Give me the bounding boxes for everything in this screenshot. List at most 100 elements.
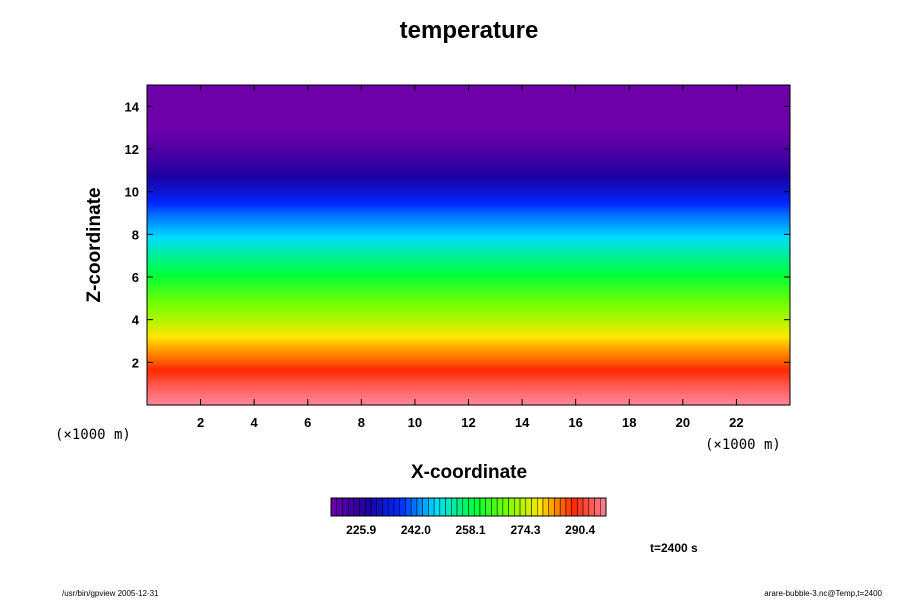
temperature-band xyxy=(147,391,790,394)
colorbar-cell xyxy=(588,497,595,517)
colorbar-cell xyxy=(376,497,383,517)
temperature-band xyxy=(147,301,790,304)
temperature-band xyxy=(147,119,790,122)
temperature-band xyxy=(147,165,790,168)
x-tick-label: 16 xyxy=(568,415,582,430)
temperature-band xyxy=(147,305,790,308)
colorbar-cell xyxy=(479,497,486,517)
temperature-band xyxy=(147,219,790,222)
colorbar-cell xyxy=(491,497,498,517)
temperature-band xyxy=(147,113,790,116)
temperature-band xyxy=(147,385,790,388)
colorbar-cell xyxy=(571,497,578,517)
x-axis-ticks: 2 4 6 8 10 12 14 16 18 20 22 xyxy=(197,85,744,430)
temperature-band xyxy=(147,169,790,172)
colorbar-frame xyxy=(330,497,607,517)
temperature-band xyxy=(147,103,790,106)
temperature-band xyxy=(147,285,790,288)
x-tick-label: 22 xyxy=(729,415,743,430)
temperature-band xyxy=(147,207,790,210)
temperature-band xyxy=(147,223,790,226)
temperature-band xyxy=(147,179,790,182)
temperature-band xyxy=(147,173,790,176)
temperature-band xyxy=(147,235,790,238)
y-tick-label: 8 xyxy=(132,227,139,242)
temperature-band xyxy=(147,163,790,166)
colorbar: 225.9 242.0 258.1 274.3 290.4 xyxy=(330,497,607,537)
temperature-band xyxy=(147,111,790,114)
temperature-band xyxy=(147,257,790,260)
temperature-band xyxy=(147,159,790,162)
temperature-band xyxy=(147,161,790,164)
y-tick-label: 14 xyxy=(125,99,140,114)
temperature-band xyxy=(147,269,790,272)
temperature-band xyxy=(147,211,790,214)
temperature-band xyxy=(147,121,790,124)
colorbar-cell xyxy=(347,497,355,517)
temperature-band xyxy=(147,337,790,340)
colorbar-cell xyxy=(422,497,429,517)
temperature-band xyxy=(147,325,790,328)
temperature-band xyxy=(147,355,790,358)
x-tick-label: 8 xyxy=(358,415,365,430)
colorbar-cell xyxy=(428,497,435,517)
temperature-band xyxy=(147,231,790,234)
y-tick-label: 10 xyxy=(125,185,139,200)
temperature-band xyxy=(147,361,790,364)
temperature-band xyxy=(147,311,790,314)
colorbar-cell xyxy=(600,497,607,517)
colorbar-cell xyxy=(485,497,492,517)
colorbar-tick-label: 258.1 xyxy=(455,523,485,537)
colorbar-cell xyxy=(439,497,446,517)
temperature-band xyxy=(147,393,790,396)
colorbar-cell xyxy=(519,497,527,517)
colorbar-cell xyxy=(365,497,372,517)
temperature-band xyxy=(147,373,790,376)
temperature-band xyxy=(147,201,790,204)
temperature-band xyxy=(147,359,790,362)
temperature-band xyxy=(147,251,790,254)
colorbar-cell xyxy=(577,497,584,517)
temperature-band xyxy=(147,303,790,306)
colorbar-cell xyxy=(433,497,441,517)
temperature-band xyxy=(147,187,790,190)
temperature-band xyxy=(147,171,790,174)
temperature-band xyxy=(147,307,790,310)
temperature-band xyxy=(147,153,790,156)
colorbar-cell xyxy=(496,497,504,517)
temperature-band xyxy=(147,375,790,378)
colorbar-cell xyxy=(594,497,601,517)
temperature-band xyxy=(147,397,790,400)
colorbar-cell xyxy=(353,497,360,517)
temperature-band xyxy=(147,193,790,196)
temperature-band xyxy=(147,213,790,216)
temperature-band xyxy=(147,309,790,312)
time-label: t=2400 s xyxy=(650,541,698,555)
temperature-band xyxy=(147,241,790,244)
temperature-band xyxy=(147,275,790,278)
colorbar-cell xyxy=(393,497,400,517)
colorbar-cell xyxy=(388,497,395,517)
colorbar-cell xyxy=(508,497,515,517)
temperature-band xyxy=(147,371,790,374)
temperature-band xyxy=(147,293,790,296)
temperature-band xyxy=(147,145,790,148)
colorbar-cell xyxy=(537,497,544,517)
temperature-band xyxy=(147,353,790,356)
temperature-field xyxy=(147,85,790,406)
temperature-band xyxy=(147,155,790,158)
colorbar-tick-label: 225.9 xyxy=(346,523,376,537)
temperature-band xyxy=(147,237,790,240)
temperature-band xyxy=(147,317,790,320)
temperature-band xyxy=(147,357,790,360)
temperature-band xyxy=(147,127,790,130)
temperature-band xyxy=(147,221,790,224)
colorbar-cell xyxy=(445,497,452,517)
x-tick-label: 4 xyxy=(251,415,259,430)
colorbar-tick-label: 274.3 xyxy=(510,523,540,537)
temperature-band xyxy=(147,215,790,218)
colorbar-cell xyxy=(410,497,418,517)
colorbar-cell xyxy=(473,497,481,517)
